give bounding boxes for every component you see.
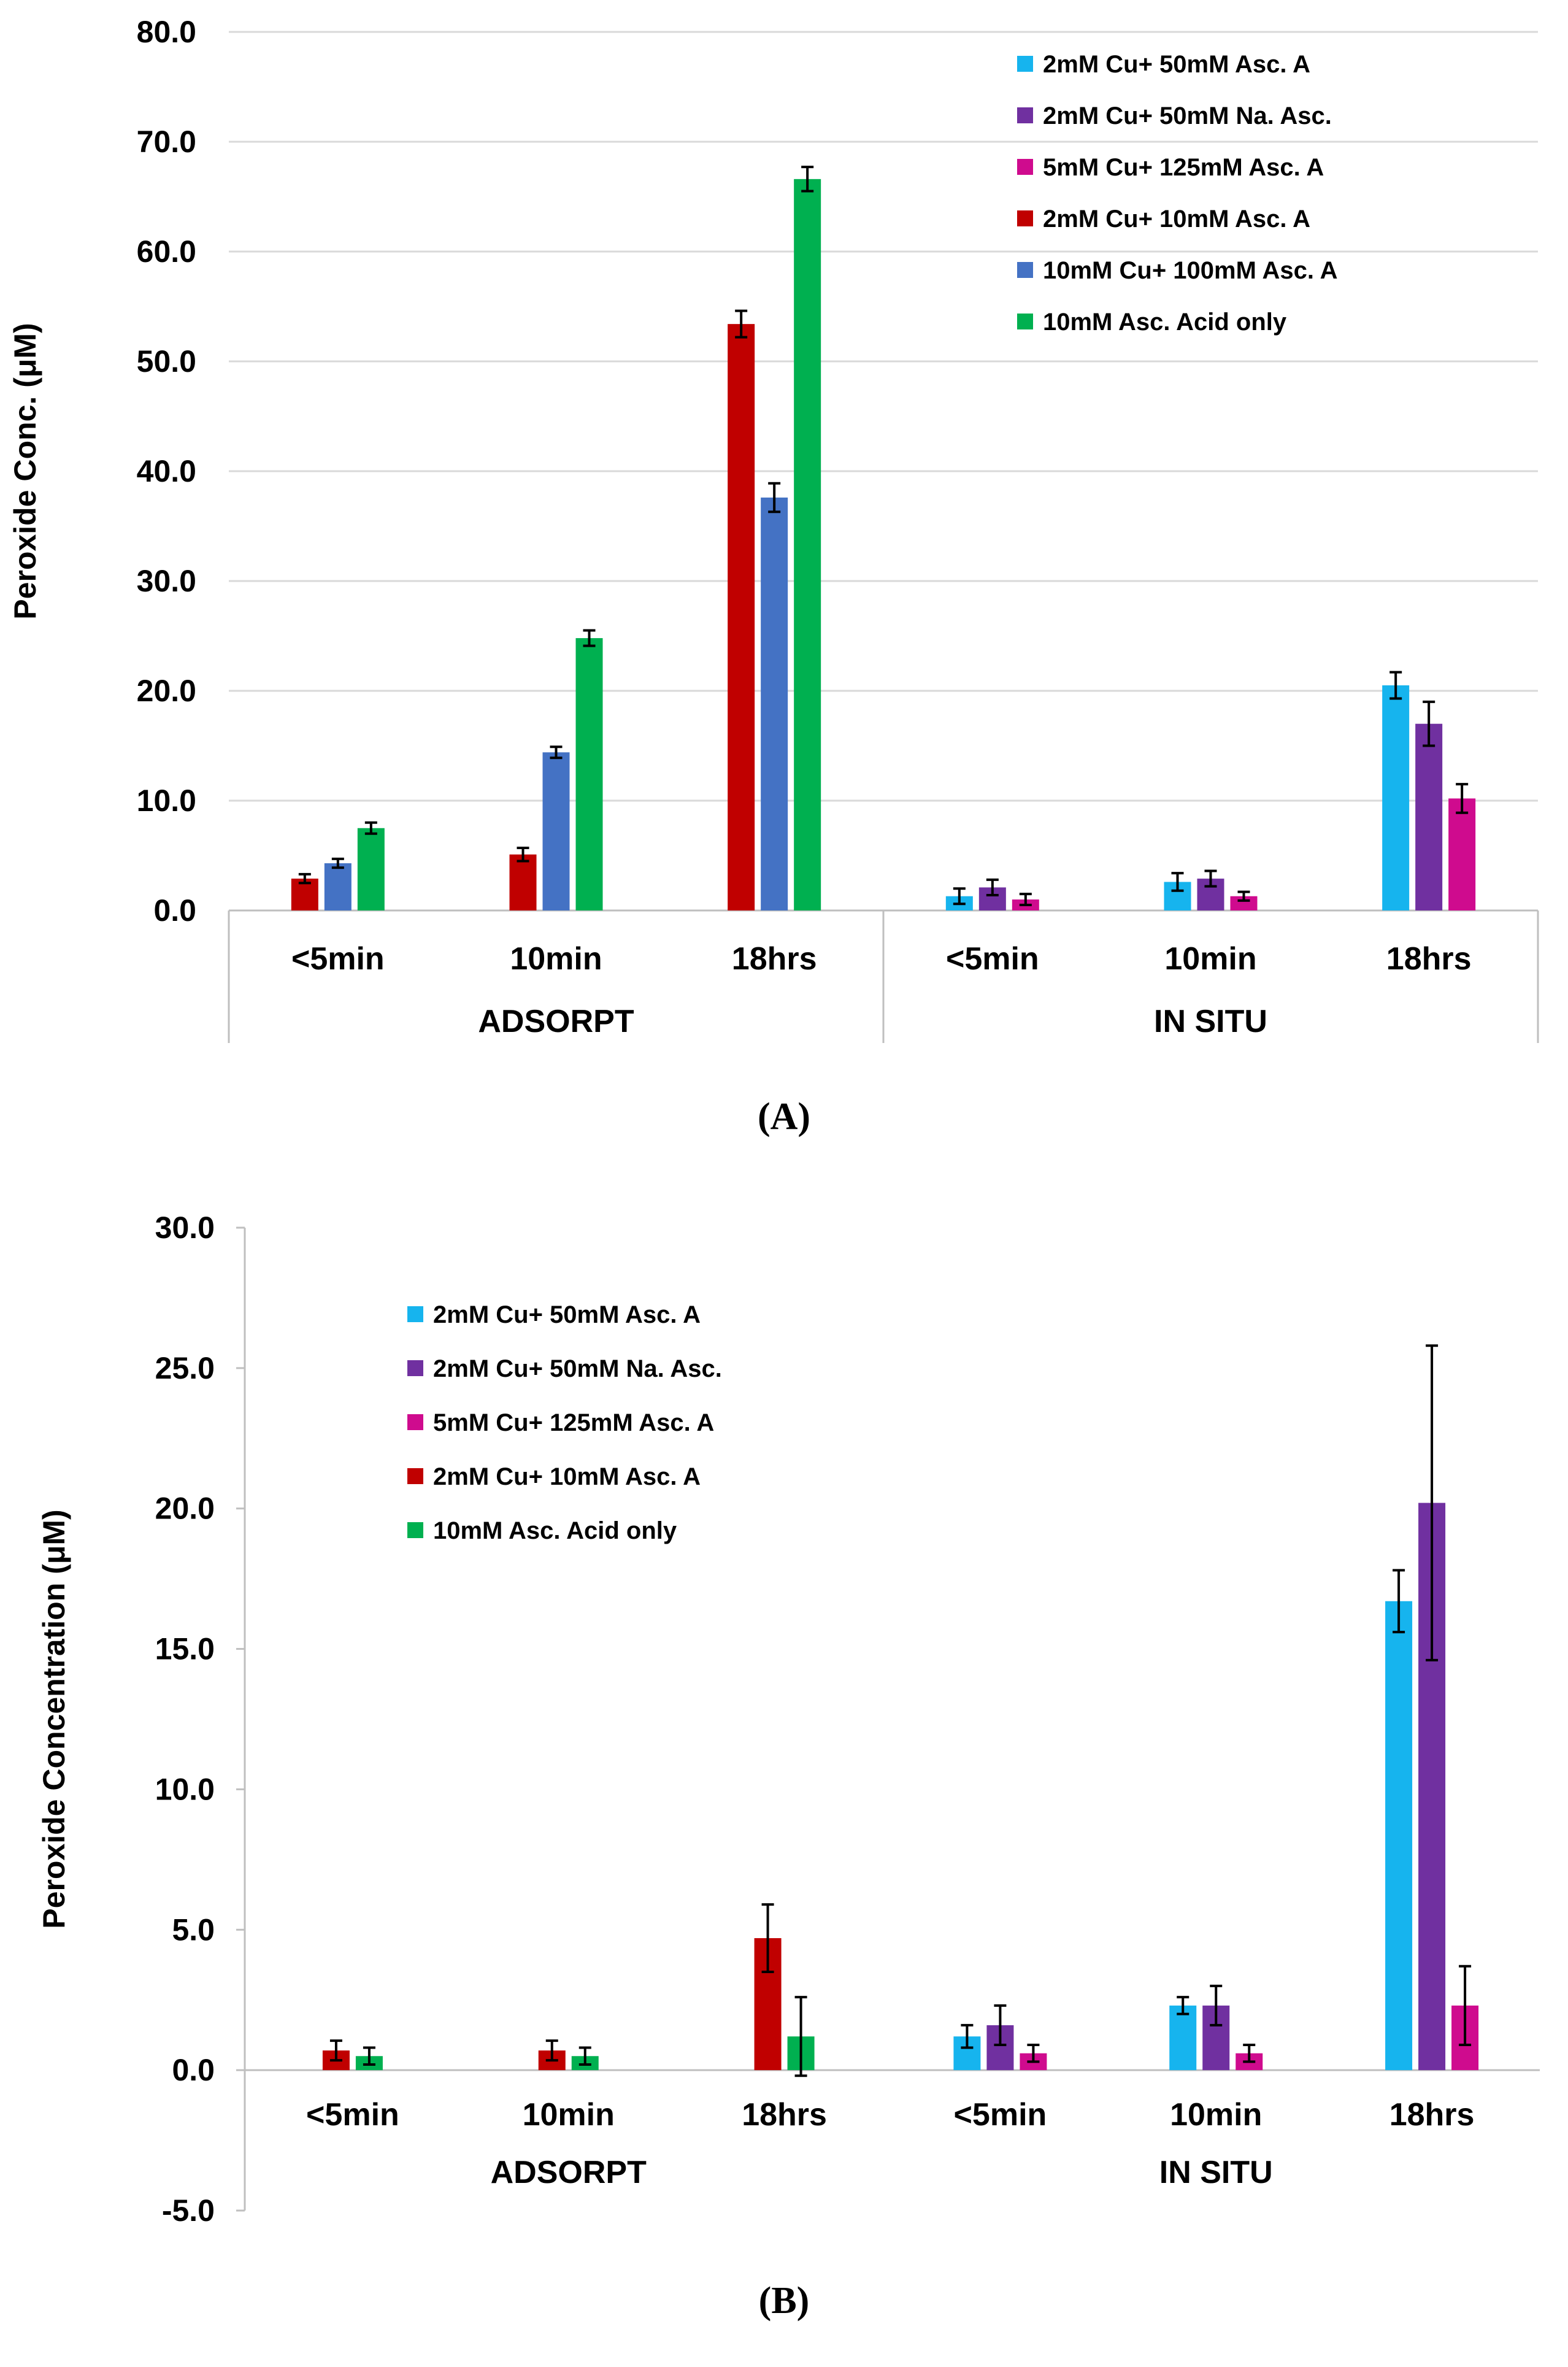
legend-swatch (407, 1522, 423, 1538)
x-tick-label: <5min (291, 941, 385, 977)
x-tick-label: 18hrs (1386, 941, 1472, 977)
legend-label: 2mM Cu+ 10mM Asc. A (1043, 206, 1310, 233)
y-tick-label: 80.0 (137, 15, 196, 49)
legend-label: 5mM Cu+ 125mM Asc. A (433, 1409, 714, 1436)
panel-label: (B) (759, 2280, 810, 2322)
legend-label: 5mM Cu+ 125mM Asc. A (1043, 154, 1324, 181)
bar (1415, 723, 1443, 910)
x-tick-label: <5min (946, 941, 1039, 977)
y-tick-label: 0.0 (153, 893, 196, 928)
bar (324, 863, 352, 910)
x-tick-label: <5min (954, 2097, 1047, 2133)
x-tick-label: <5min (306, 2097, 399, 2133)
y-tick-label: 25.0 (155, 1351, 215, 1385)
panel-b-chart: -5.0 0.0 5.0 10.0 15.0 20.0 25.0 30.0 <5min 10min… (37, 1210, 1540, 2322)
legend-swatch (1017, 262, 1033, 278)
legend-swatch (1017, 159, 1033, 175)
y-tick-label: 15.0 (155, 1632, 215, 1666)
y-axis-label: Peroxide Concentration (μM) (37, 1509, 71, 1928)
y-tick-label: 30.0 (137, 564, 196, 598)
bar (1169, 2005, 1197, 2071)
y-tick-label: 10.0 (137, 783, 196, 818)
panel-a-chart: 0.0 10.0 20.0 30.0 40.0 50.0 60.0 70.0 80.0 <5min… (8, 15, 1539, 1137)
y-axis-label: Peroxide Conc. (μM) (8, 323, 42, 619)
y-tick-label: 5.0 (172, 1912, 215, 1947)
y-tick-label: 10.0 (155, 1772, 215, 1806)
legend-label: 2mM Cu+ 10mM Asc. A (433, 1463, 701, 1490)
bar (542, 752, 570, 910)
bar (1448, 798, 1476, 910)
x-tick-label: 10min (1170, 2097, 1262, 2133)
legend-label: 10mM Asc. Acid only (433, 1517, 677, 1544)
y-tick-label: 20.0 (155, 1491, 215, 1526)
y-tick-label: 60.0 (137, 234, 196, 269)
legend-label: 2mM Cu+ 50mM Na. Asc. (1043, 102, 1332, 129)
x-tick-label: 18hrs (732, 941, 817, 977)
bar (794, 179, 821, 910)
x-tick-label: 10min (1164, 941, 1256, 977)
bar (357, 828, 385, 910)
legend-label: 10mM Cu+ 100mM Asc. A (1043, 257, 1338, 284)
legend-swatch (1017, 314, 1033, 329)
legend-swatch (407, 1306, 423, 1322)
legend-label: 2mM Cu+ 50mM Asc. A (1043, 51, 1310, 78)
y-tick-label: 70.0 (137, 125, 196, 159)
bar (575, 638, 603, 910)
x-tick-label: 10min (523, 2097, 615, 2133)
y-tick-label: -5.0 (162, 2193, 215, 2228)
y-tick-label: 50.0 (137, 344, 196, 379)
bar (1382, 685, 1410, 910)
group-label: IN SITU (1159, 2155, 1273, 2190)
bar (728, 324, 755, 910)
legend-swatch (407, 1468, 423, 1484)
legend-label: 10mM Asc. Acid only (1043, 309, 1287, 336)
bar (509, 854, 537, 910)
legend-swatch (1017, 210, 1033, 226)
group-label: ADSORPT (491, 2155, 647, 2190)
panel-label: (A) (758, 1096, 810, 1137)
bar (761, 497, 788, 910)
legend-label: 2mM Cu+ 50mM Na. Asc. (433, 1355, 722, 1382)
y-tick-label: 20.0 (137, 674, 196, 708)
legend-label: 2mM Cu+ 50mM Asc. A (433, 1301, 701, 1328)
x-tick-label: 18hrs (1389, 2097, 1475, 2133)
y-tick-label: 0.0 (172, 2053, 215, 2087)
group-label: IN SITU (1154, 1004, 1267, 1039)
legend-swatch (407, 1360, 423, 1376)
legend-swatch (407, 1414, 423, 1430)
legend-swatch (1017, 56, 1033, 72)
y-tick-label: 30.0 (155, 1210, 215, 1245)
x-tick-label: 18hrs (742, 2097, 827, 2133)
bar (1385, 1601, 1413, 2071)
x-tick-label: 10min (510, 941, 602, 977)
legend-swatch (1017, 107, 1033, 123)
bar (1230, 896, 1258, 910)
group-label: ADSORPT (478, 1004, 634, 1039)
y-tick-label: 40.0 (137, 454, 196, 488)
